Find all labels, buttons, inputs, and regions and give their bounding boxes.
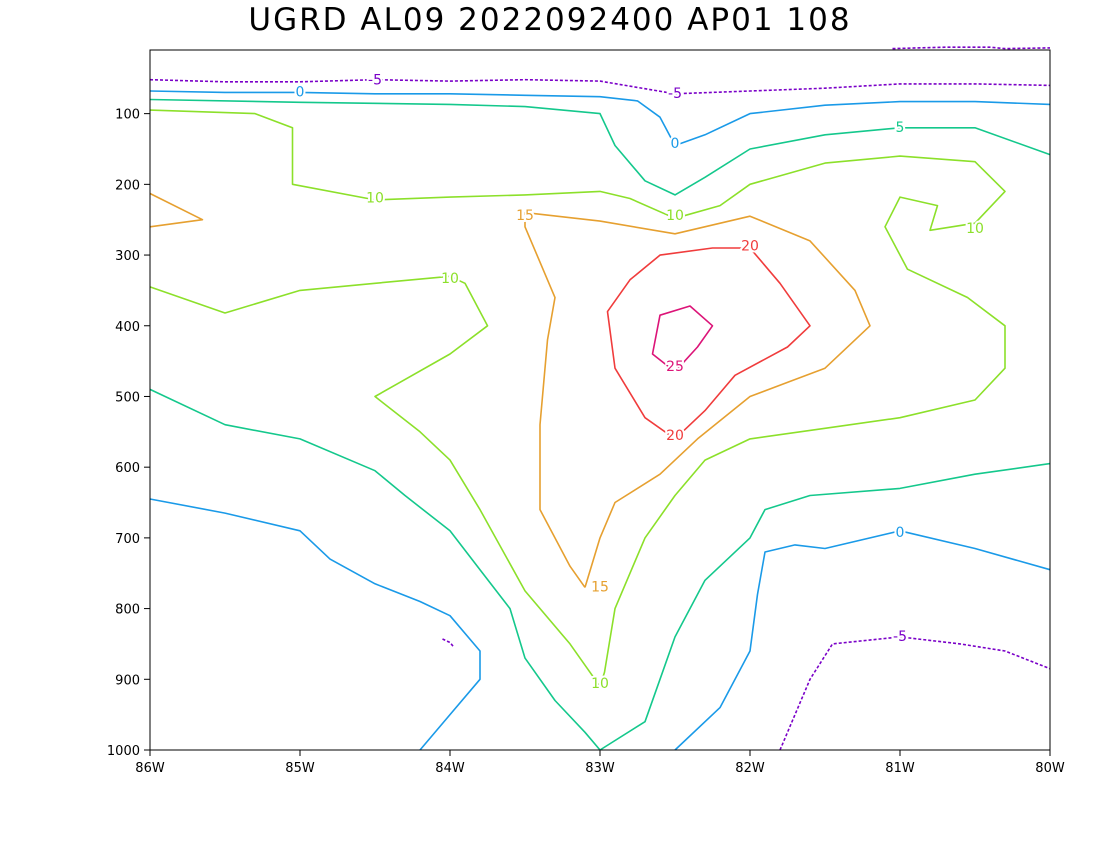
contour-line-5 <box>599 462 1051 751</box>
contour-line-0 <box>674 530 1051 751</box>
contour-line-0 <box>149 498 481 751</box>
y-tick-label: 700 <box>115 532 140 547</box>
y-tick-label: 500 <box>115 390 140 405</box>
y-tick-label: 400 <box>115 320 140 335</box>
plot-frame <box>149 49 1051 751</box>
contour-label: -5 <box>668 86 682 102</box>
y-tick-label: 100 <box>115 108 140 123</box>
x-tick-label: 86W <box>135 761 165 776</box>
contour-label: 5 <box>896 120 905 136</box>
contour-label: 20 <box>666 428 684 444</box>
y-axis: 1000 900 800 700 600 500 400 300 200 100 <box>107 108 150 759</box>
y-tick-label: 900 <box>115 673 140 688</box>
contour-line-15 <box>149 192 204 228</box>
contour-line--5 <box>779 636 1051 751</box>
contour-label: 0 <box>896 525 905 541</box>
contour-label: 0 <box>296 84 305 100</box>
x-tick-label: 83W <box>585 761 615 776</box>
x-tick-label: 81W <box>885 761 915 776</box>
contour-lines <box>149 46 1051 751</box>
contour-label: 25 <box>666 359 684 375</box>
contour-label: -5 <box>893 629 907 645</box>
contour-line-0 <box>149 90 1051 147</box>
contour-line-25 <box>651 305 714 373</box>
contour-label: 10 <box>366 190 384 206</box>
y-tick-label: 800 <box>115 603 140 618</box>
contour-label: -5 <box>368 72 382 88</box>
contour-line-20 <box>606 247 811 440</box>
contour-label: 10 <box>966 221 984 237</box>
contour-label: 10 <box>591 676 609 692</box>
chart-title: UGRD AL09 2022092400 AP01 108 <box>248 2 852 38</box>
x-tick-label: 85W <box>285 761 315 776</box>
y-tick-label: 200 <box>115 178 140 193</box>
x-axis: 86W 85W 84W 83W 82W 81W 80W <box>135 750 1065 776</box>
contour-line-10 <box>149 109 1006 688</box>
contour-line-5 <box>149 98 1051 196</box>
y-tick-label: 1000 <box>107 744 140 759</box>
contour-label: 20 <box>741 239 759 255</box>
contour-label: 10 <box>441 271 459 287</box>
contour-label: 15 <box>516 208 534 224</box>
x-tick-label: 82W <box>735 761 765 776</box>
x-tick-label: 80W <box>1035 761 1065 776</box>
contour-line--5 <box>442 638 454 647</box>
contour-labels: -5 -5 -5 0 0 0 5 10 10 10 10 10 15 15 20 20 25 <box>294 70 986 694</box>
contour-label: 10 <box>666 208 684 224</box>
contour-line-5 <box>149 388 601 751</box>
y-tick-label: 600 <box>115 461 140 476</box>
contour-line--5 <box>892 46 1051 50</box>
contour-label: 15 <box>591 579 609 595</box>
contour-line-15 <box>524 211 871 588</box>
contour-label: 0 <box>671 136 680 152</box>
x-tick-label: 84W <box>435 761 465 776</box>
y-tick-label: 300 <box>115 249 140 264</box>
contour-line--5 <box>149 78 1051 95</box>
